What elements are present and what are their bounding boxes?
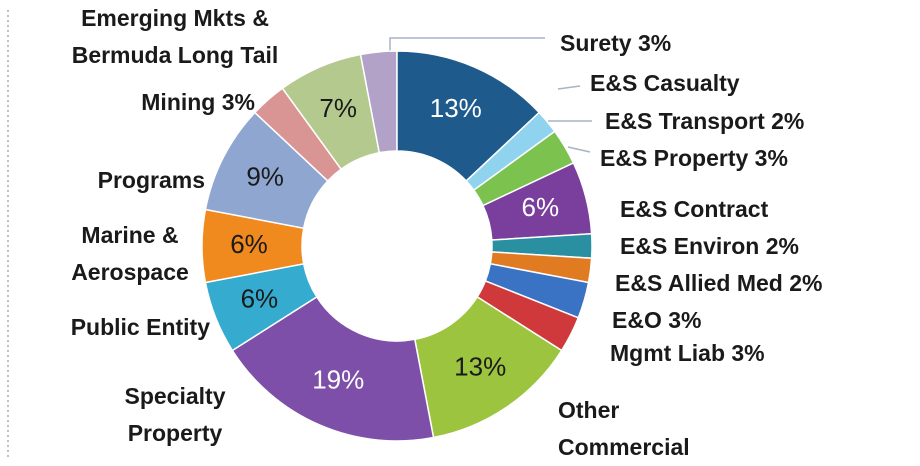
leader-lines	[389, 37, 592, 153]
category-label: E&S Property 3%	[600, 145, 788, 171]
label-line: E&S Environ 2%	[620, 233, 799, 259]
value-label: 19%	[312, 365, 364, 395]
category-label: E&S Casualty	[590, 70, 740, 96]
slice	[231, 295, 435, 442]
value-label: 6%	[230, 229, 268, 259]
category-label: Emerging Mkts & Bermuda Long Tail	[72, 5, 279, 68]
label-line: Programs	[98, 167, 205, 193]
label-line: E&S Contract	[620, 196, 769, 222]
leader-line	[389, 37, 545, 52]
category-label: E&O 3%	[612, 307, 701, 333]
category-label: Surety 3%	[560, 30, 671, 56]
value-label: 13%	[430, 93, 482, 123]
category-label: Marine & Aerospace	[71, 222, 189, 285]
label-line: Mining 3%	[141, 89, 255, 115]
label-line: E&S Allied Med 2%	[615, 270, 822, 296]
value-label: 6%	[241, 283, 279, 313]
label-line: Mgmt Liab 3%	[610, 340, 765, 366]
label-line: Bermuda Long Tail	[72, 42, 279, 68]
slice	[281, 53, 381, 171]
category-label: E&S Transport 2%	[605, 108, 804, 134]
label-line: Marine &	[81, 222, 178, 248]
label-line: Aerospace	[71, 259, 189, 285]
value-label: 9%	[246, 162, 284, 192]
label-line: Emerging Mkts &	[81, 5, 269, 31]
leader-line	[557, 85, 581, 90]
category-label: E&S Allied Med 2%	[615, 270, 822, 296]
label-line: Other	[558, 397, 619, 423]
label-line: Property	[128, 420, 223, 446]
category-label: E&S Environ 2%	[620, 233, 799, 259]
category-label: Other Commercial	[558, 397, 690, 460]
category-label: Specialty Property	[125, 383, 226, 446]
label-line: E&O 3%	[612, 307, 701, 333]
label-line: Commercial	[558, 434, 690, 460]
label-line: E&S Casualty	[590, 70, 740, 96]
category-label: E&S Contract	[620, 196, 769, 222]
category-label: Programs	[98, 167, 205, 193]
label-line: Specialty	[125, 383, 226, 409]
category-label: Mining 3%	[141, 89, 255, 115]
label-line: E&S Property 3%	[600, 145, 788, 171]
label-line: E&S Transport 2%	[605, 108, 804, 134]
leader-line	[567, 146, 591, 153]
value-label: 6%	[522, 192, 560, 222]
category-label: Public Entity	[71, 314, 211, 340]
label-line: Surety 3%	[560, 30, 671, 56]
value-label: 7%	[319, 93, 357, 123]
label-line: Public Entity	[71, 314, 211, 340]
value-label: 13%	[454, 351, 506, 381]
category-label: Mgmt Liab 3%	[610, 340, 765, 366]
